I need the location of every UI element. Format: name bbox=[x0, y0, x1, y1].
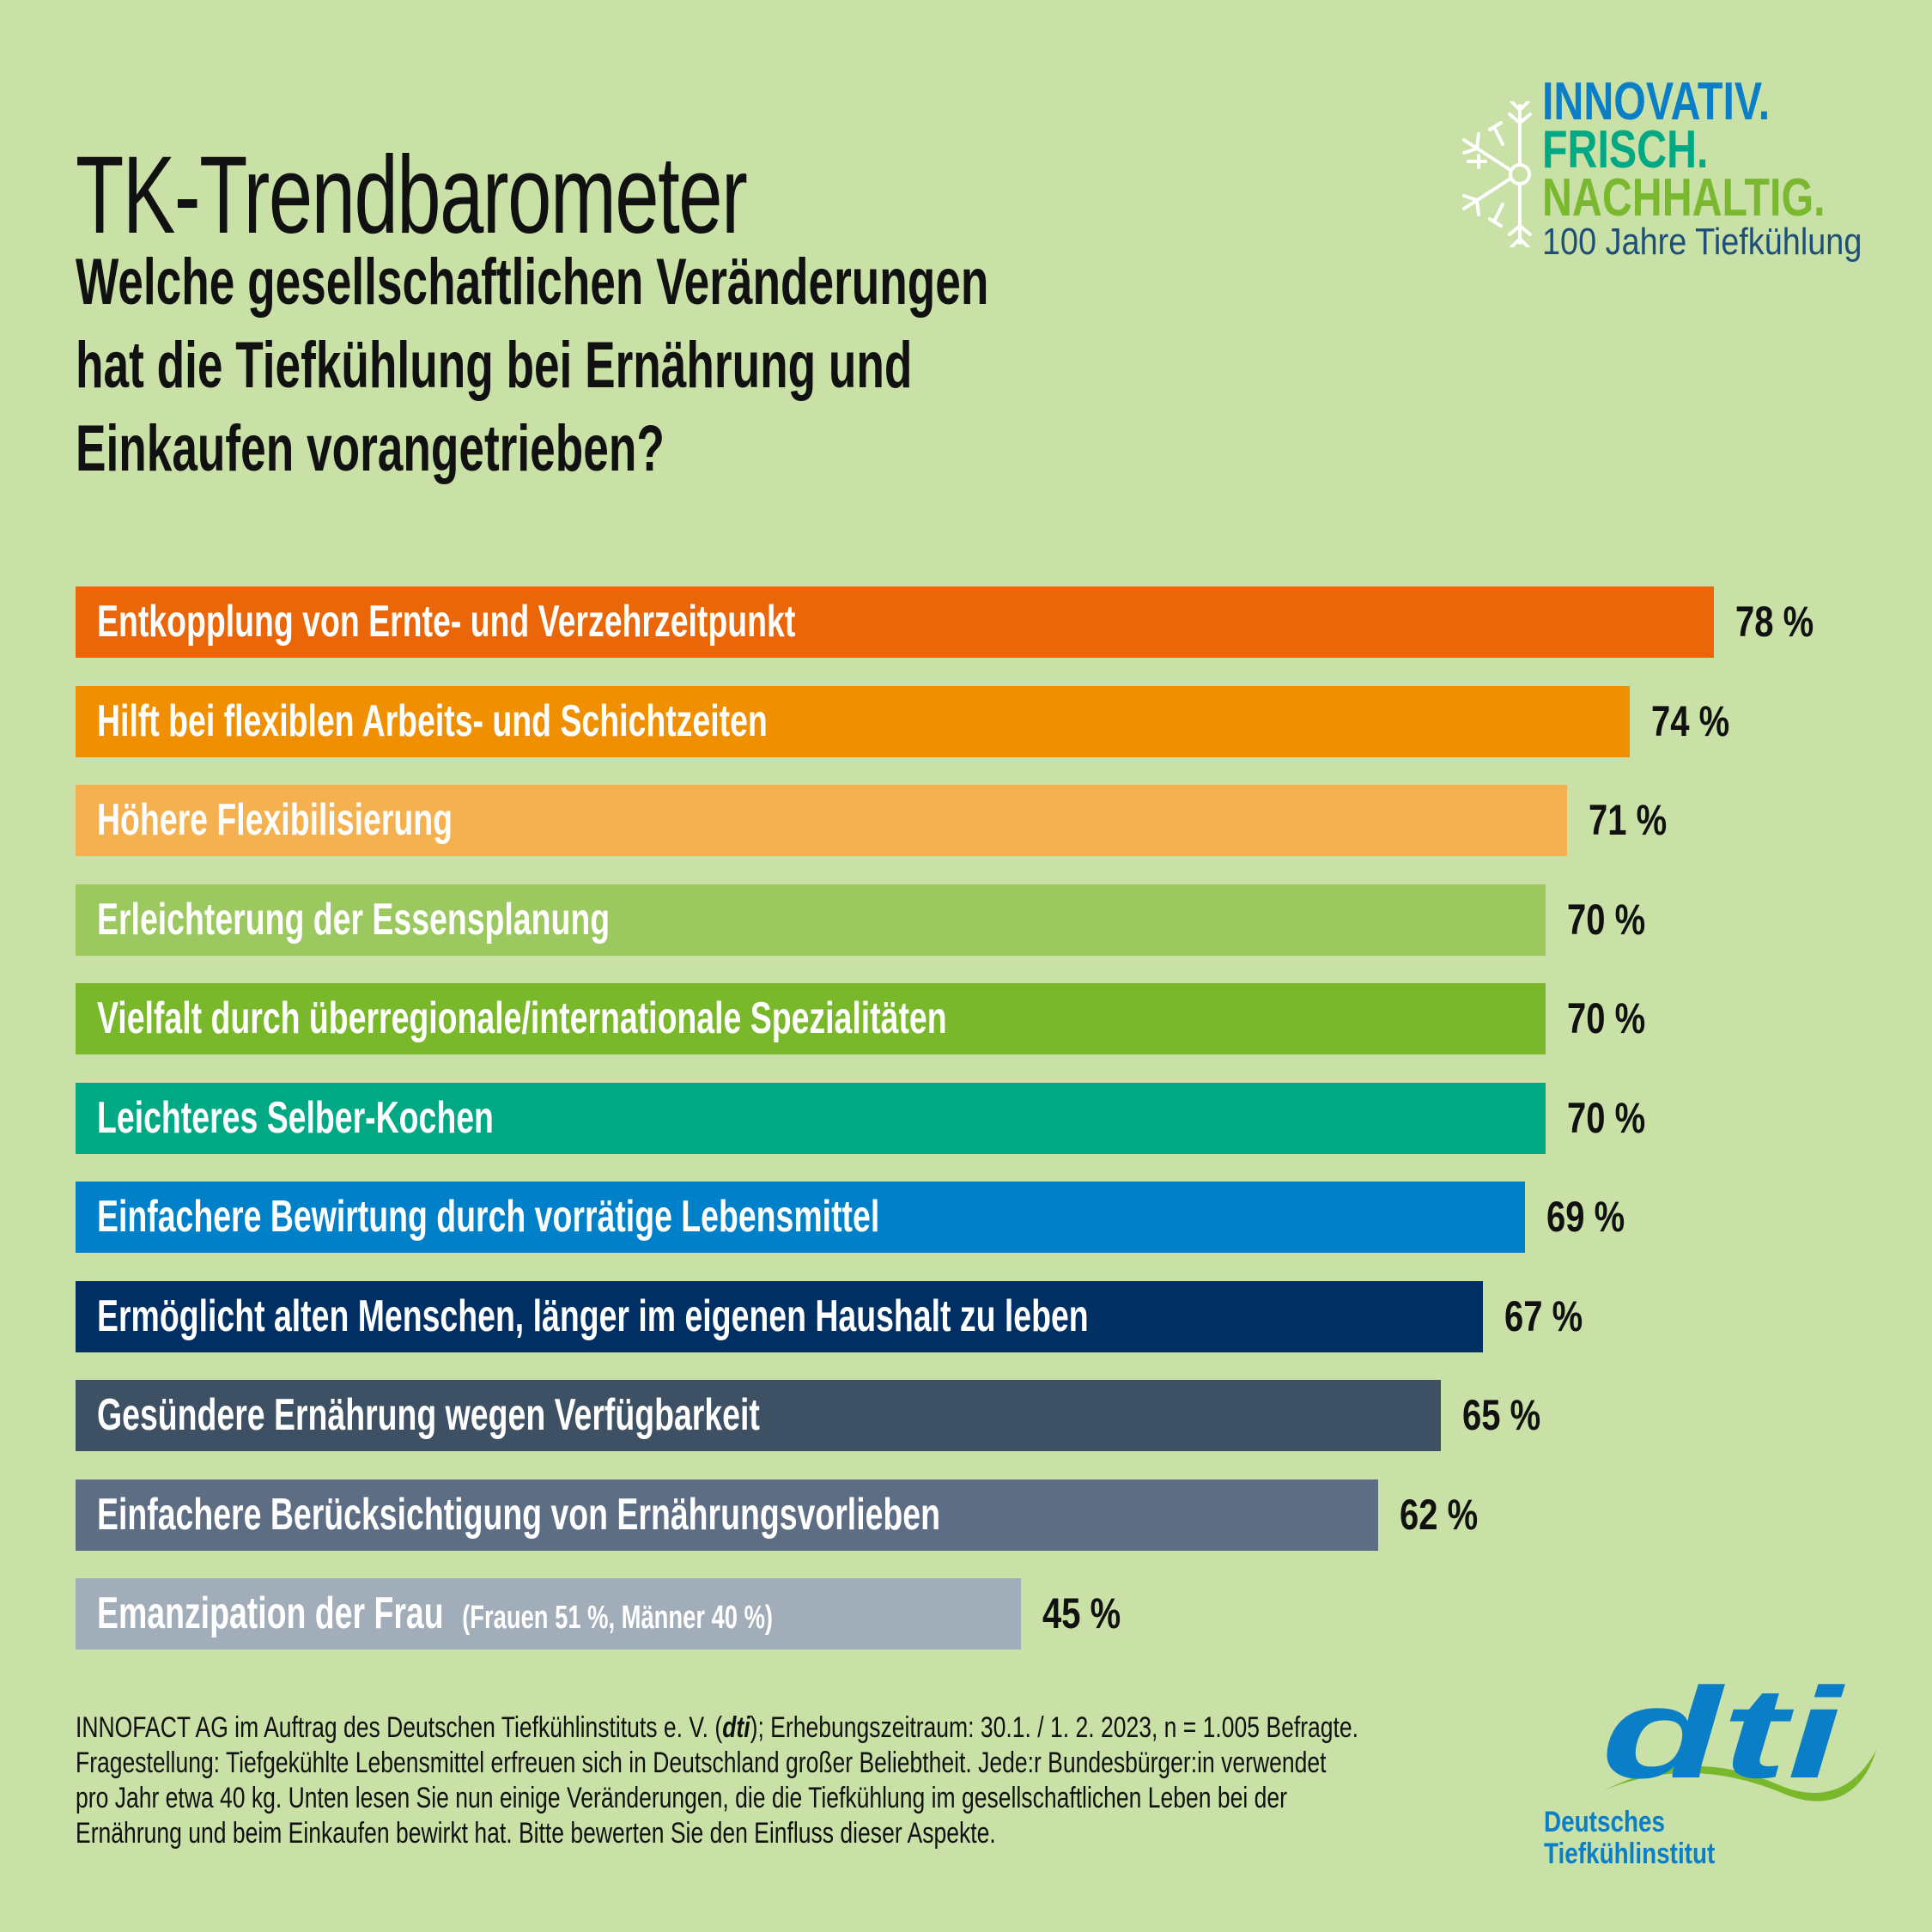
footnote-dti-abbrev: dti bbox=[722, 1711, 750, 1744]
bar-value-label: 78 % bbox=[1735, 598, 1814, 646]
logo-line-anniversary: 100 Jahre Tiefkühlung bbox=[1542, 221, 1862, 263]
bar-value-label: 70 % bbox=[1567, 895, 1646, 944]
bar-value-label: 69 % bbox=[1546, 1193, 1625, 1241]
bar-value-label: 70 % bbox=[1567, 1093, 1646, 1142]
bar-label-text: Entkopplung von Ernte- und Verzehrzeitpu… bbox=[97, 597, 796, 647]
bar bbox=[76, 884, 1546, 956]
survey-question-line: Welche gesellschaftlichen Veränderungen bbox=[76, 246, 989, 319]
dti-name-line1: Deutsches bbox=[1544, 1806, 1666, 1838]
dti-logo: dti Deutsches Tiefkühlinstitut bbox=[1528, 1674, 1906, 1880]
bar-row: Einfachere Bewirtung durch vorrätige Leb… bbox=[76, 1182, 1879, 1253]
bar-label: Entkopplung von Ernte- und Verzehrzeitpu… bbox=[97, 586, 795, 658]
bar bbox=[76, 685, 1631, 757]
bar bbox=[76, 586, 1714, 658]
bar-label-text: Hilft bei flexiblen Arbeits- und Schicht… bbox=[97, 696, 768, 746]
footnote-line: Fragestellung: Tiefgekühlte Lebensmittel… bbox=[76, 1747, 1327, 1779]
survey-question-line: hat die Tiefkühlung bei Ernährung und bbox=[76, 329, 913, 402]
bar-row: Einfachere Berücksichtigung von Ernährun… bbox=[76, 1479, 1879, 1551]
bar-value-label: 45 % bbox=[1042, 1589, 1121, 1637]
bar-label: Höhere Flexibilisierung bbox=[97, 785, 453, 856]
bar-row: Gesündere Ernährung wegen Verfügbarkeit 6… bbox=[76, 1380, 1879, 1451]
bar-label-note: (Frauen 51 %, Männer 40 %) bbox=[462, 1600, 774, 1636]
footnote-line: Ernährung und beim Einkaufen bewirkt hat… bbox=[76, 1817, 996, 1850]
bar bbox=[76, 1578, 1021, 1649]
bar-row: Vielfalt durch überregionale/internation… bbox=[76, 983, 1879, 1054]
bar-label: Emanzipation der Frau (Frauen 51 %, Männe… bbox=[97, 1578, 773, 1649]
bar-label: Leichteres Selber-Kochen bbox=[97, 1083, 494, 1154]
anniversary-logo: INNOVATIV. FRISCH. NACHHALTIG. 100 Jahre… bbox=[1460, 76, 1872, 273]
bar-value-label: 62 % bbox=[1399, 1490, 1478, 1539]
bar-label: Erleichterung der Essensplanung bbox=[97, 884, 610, 956]
survey-question: Welche gesellschaftlichen Veränderungen … bbox=[76, 240, 988, 490]
bar-row: Höhere Flexibilisierung 71 % bbox=[76, 785, 1879, 856]
bar-row: Emanzipation der Frau (Frauen 51 %, Männe… bbox=[76, 1578, 1879, 1649]
dti-wordmark: dti bbox=[1601, 1674, 1846, 1805]
bar-row: Erleichterung der Essensplanung 70 % bbox=[76, 884, 1879, 956]
bar-label-text: Leichteres Selber-Kochen bbox=[97, 1092, 494, 1143]
dti-name-line2: Tiefkühlinstitut bbox=[1544, 1838, 1716, 1870]
footnote-line: INNOFACT AG im Auftrag des Deutschen Tie… bbox=[76, 1710, 1358, 1746]
bar-label: Ermöglicht alten Menschen, länger im eig… bbox=[97, 1281, 1089, 1352]
bar-label-text: Gesündere Ernährung wegen Verfügbarkeit bbox=[97, 1390, 760, 1440]
bar-row: Ermöglicht alten Menschen, länger im eig… bbox=[76, 1280, 1879, 1352]
bar-label-text: Vielfalt durch überregionale/internation… bbox=[97, 993, 947, 1043]
bar-label: Hilft bei flexiblen Arbeits- und Schicht… bbox=[97, 686, 768, 757]
bar-row: Hilft bei flexiblen Arbeits- und Schicht… bbox=[76, 685, 1879, 757]
bar-value-label: 65 % bbox=[1462, 1391, 1541, 1439]
bar-label: Gesündere Ernährung wegen Verfügbarkeit bbox=[97, 1380, 760, 1451]
logo-line-innovativ: INNOVATIV. bbox=[1542, 72, 1771, 131]
bar-row: Entkopplung von Ernte- und Verzehrzeitpu… bbox=[76, 586, 1879, 658]
bar bbox=[76, 1280, 1483, 1352]
bar-label-text: Erleichterung der Essensplanung bbox=[97, 894, 611, 945]
bar-label-text: Höhere Flexibilisierung bbox=[97, 795, 453, 845]
bar-label: Einfachere Bewirtung durch vorrätige Leb… bbox=[97, 1182, 879, 1253]
bar-value-label: 71 % bbox=[1588, 796, 1667, 844]
bar-label-text: Emanzipation der Frau bbox=[97, 1589, 444, 1638]
bar bbox=[76, 1479, 1378, 1551]
bar bbox=[76, 1380, 1441, 1451]
bar-row: Leichteres Selber-Kochen 70 % bbox=[76, 1082, 1879, 1154]
dti-wordmark-icon: dti bbox=[1601, 1674, 1876, 1805]
footnote: INNOFACT AG im Auftrag des Deutschen Tie… bbox=[76, 1710, 1358, 1851]
survey-question-line: Einkaufen vorangetrieben? bbox=[76, 412, 665, 485]
footnote-text: ); Erhebungszeitraum: 30.1. / 1. 2. 2023… bbox=[750, 1711, 1359, 1744]
bar-label-text: Ermöglicht alten Menschen, länger im eig… bbox=[97, 1291, 1089, 1341]
bar bbox=[76, 785, 1567, 856]
bar-label-text: Einfachere Bewirtung durch vorrätige Leb… bbox=[97, 1192, 880, 1242]
bar bbox=[76, 1182, 1525, 1253]
bar-label-text: Einfachere Berücksichtigung von Ernährun… bbox=[97, 1489, 940, 1540]
bar-value-label: 74 % bbox=[1651, 696, 1730, 745]
bar-label: Vielfalt durch überregionale/internation… bbox=[97, 983, 947, 1054]
footnote-line: pro Jahr etwa 40 kg. Unten lesen Sie nun… bbox=[76, 1782, 1287, 1814]
page-title: TK-Trendbarometer bbox=[76, 133, 748, 257]
bar-label: Einfachere Berücksichtigung von Ernährun… bbox=[97, 1479, 940, 1551]
footnote-text: INNOFACT AG im Auftrag des Deutschen Tie… bbox=[76, 1711, 723, 1744]
bar-value-label: 67 % bbox=[1504, 1291, 1583, 1340]
bar bbox=[76, 1082, 1546, 1154]
bar bbox=[76, 983, 1546, 1054]
logo-line-nachhaltig: NACHHALTIG. bbox=[1542, 168, 1826, 228]
bar-value-label: 70 % bbox=[1567, 994, 1646, 1042]
snowflake-icon bbox=[1462, 101, 1532, 247]
logo-line-frisch: FRISCH. bbox=[1542, 120, 1709, 179]
